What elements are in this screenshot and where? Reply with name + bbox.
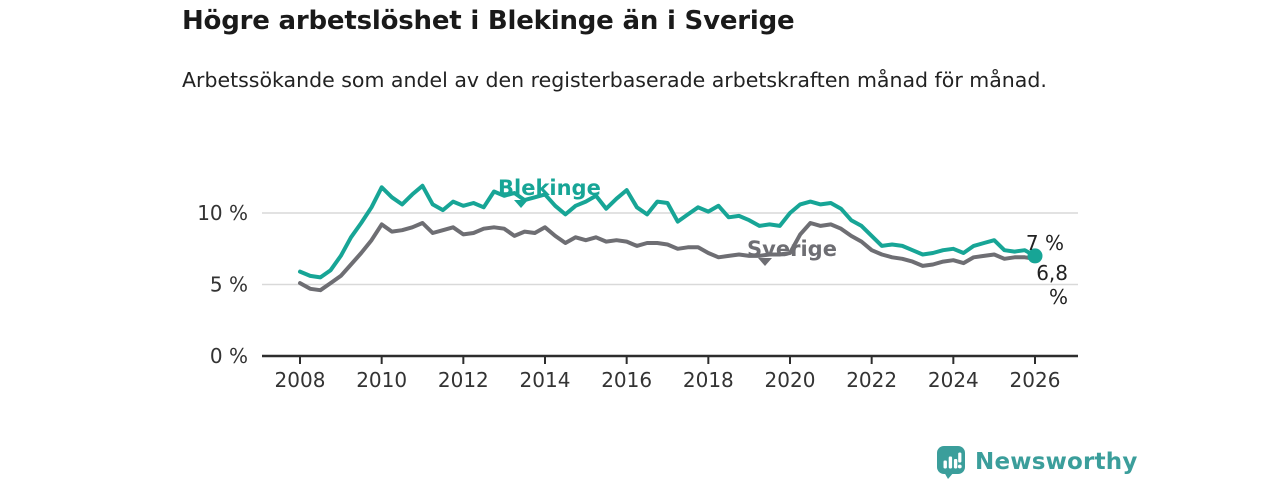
end-value-sverige: 6,8 % — [1036, 261, 1068, 309]
series-label-blekinge: Blekinge — [498, 176, 601, 200]
brand-footer: Newsworthy — [936, 445, 1138, 479]
y-tick-label: 5 % — [210, 273, 248, 297]
line-blekinge — [298, 183, 1037, 280]
x-axis-labels: 2008 2010 2012 2014 2016 2018 2020 2022 2024 2026 — [275, 368, 1061, 392]
y-tick-label: 10 % — [197, 201, 248, 225]
x-tick-label: 2020 — [765, 368, 816, 392]
x-tick-label: 2026 — [1010, 368, 1061, 392]
end-value-blekinge: 7 % — [1025, 231, 1064, 255]
x-tick-label: 2008 — [275, 368, 326, 392]
x-tick-label: 2012 — [438, 368, 489, 392]
gridlines — [262, 212, 1078, 286]
y-tick-label: 0 % — [210, 344, 248, 368]
sverige-pointer-icon — [758, 258, 772, 266]
x-tick-label: 2018 — [683, 368, 734, 392]
line-sverige — [298, 221, 1037, 293]
series-label-sverige: Sverige — [747, 237, 837, 261]
newsworthy-logo-icon — [936, 445, 966, 479]
x-axis — [262, 354, 1078, 364]
x-tick-label: 2022 — [846, 368, 897, 392]
x-tick-label: 2014 — [520, 368, 571, 392]
x-tick-label: 2010 — [356, 368, 407, 392]
chart-title: Högre arbetslöshet i Blekinge än i Sveri… — [182, 6, 795, 36]
x-tick-label: 2024 — [928, 368, 979, 392]
x-tick-label: 2016 — [601, 368, 652, 392]
blekinge-pointer-icon — [514, 200, 528, 208]
end-point-dot — [1027, 248, 1043, 264]
y-axis-labels: 0 % 5 % 10 % — [197, 201, 248, 368]
brand-name: Newsworthy — [975, 449, 1138, 475]
chart-subtitle: Arbetssökande som andel av den registerb… — [182, 68, 1047, 92]
